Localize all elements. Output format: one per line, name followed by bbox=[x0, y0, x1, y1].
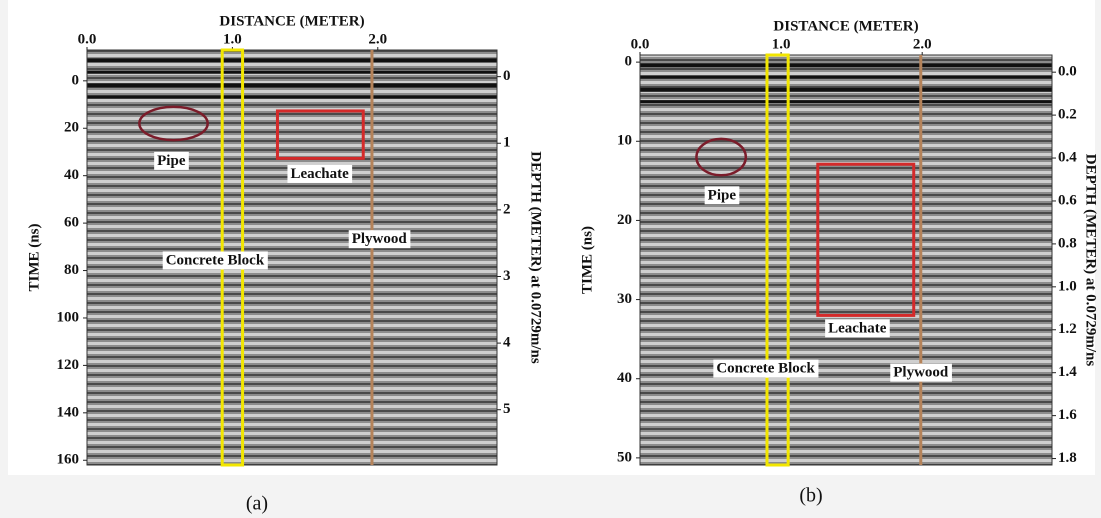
radargram-image bbox=[640, 55, 1052, 465]
annotation-label-bg bbox=[713, 359, 819, 378]
y2-tick-label: 0.8 bbox=[1058, 235, 1077, 251]
annotation-box bbox=[765, 53, 790, 467]
y-tick-label: 120 bbox=[57, 357, 80, 373]
x-tick-label: 1.0 bbox=[223, 31, 242, 47]
x-axis-title: DISTANCE (METER) bbox=[773, 18, 918, 34]
plot-frame bbox=[86, 49, 498, 466]
x-tick-label: 0.0 bbox=[631, 36, 650, 52]
y-axis-title: TIME (ns) bbox=[579, 226, 595, 294]
annotation-box bbox=[816, 162, 916, 317]
y2-tick-label: 0.0 bbox=[1058, 64, 1077, 80]
annotation-ellipse bbox=[695, 137, 748, 177]
y-tick-label: 0 bbox=[72, 72, 80, 88]
annotation-label-text: Plywood bbox=[893, 365, 949, 381]
x-axis-title: DISTANCE (METER) bbox=[219, 13, 364, 29]
y-tick-label: 10 bbox=[617, 133, 632, 149]
annotation-label: Concrete Block bbox=[162, 251, 268, 270]
y2-axis-title: DEPTH (METER) at 0.0729m/ns bbox=[1083, 154, 1099, 367]
plot-frame bbox=[639, 54, 1053, 466]
annotation-label: Plywood bbox=[348, 230, 411, 249]
panel-caption: (a) bbox=[246, 493, 268, 515]
y-tick-label: 0 bbox=[625, 54, 633, 70]
y-tick-label: 60 bbox=[64, 215, 79, 231]
x-tick-label: 0.0 bbox=[78, 31, 97, 47]
reflection-band bbox=[87, 58, 497, 63]
annotation-label: Pipe bbox=[154, 151, 189, 170]
y2-tick-label: 1.4 bbox=[1058, 364, 1077, 380]
y-tick-label: 20 bbox=[64, 120, 79, 136]
annotation-label-text: Plywood bbox=[352, 231, 408, 247]
reflection-band bbox=[640, 87, 1052, 92]
annotation-label: Pipe bbox=[704, 186, 740, 205]
annotation-label: Leachate bbox=[825, 319, 890, 338]
y2-tick-label: 0.2 bbox=[1058, 107, 1077, 123]
y-tick-label: 100 bbox=[57, 309, 80, 325]
y2-tick-label: 0 bbox=[503, 68, 511, 84]
y2-tick-label: 1.2 bbox=[1058, 321, 1077, 337]
panel-caption: (b) bbox=[799, 485, 822, 507]
x-tick-label: 1.0 bbox=[772, 36, 791, 52]
radargram-image bbox=[87, 50, 497, 465]
annotation-label-text: Pipe bbox=[708, 187, 737, 203]
annotation-ellipse bbox=[138, 105, 209, 142]
annotation-label-bg bbox=[890, 363, 952, 382]
annotation-label-bg bbox=[825, 319, 890, 338]
annotation-label-text: Leachate bbox=[828, 320, 887, 336]
y2-tick-label: 2 bbox=[503, 201, 511, 217]
annotation-label: Leachate bbox=[287, 164, 353, 183]
y-tick-label: 50 bbox=[617, 449, 632, 465]
reflection-band bbox=[87, 83, 497, 88]
annotation-label-text: Concrete Block bbox=[166, 252, 265, 268]
annotation-label: Plywood bbox=[890, 363, 952, 382]
x-tick-label: 2.0 bbox=[368, 31, 387, 47]
annotation-label-bg bbox=[154, 151, 189, 170]
reflection-band bbox=[87, 70, 497, 74]
annotation-label-text: Pipe bbox=[157, 153, 186, 169]
y2-tick-label: 1.0 bbox=[1058, 278, 1077, 294]
annotation-label-bg bbox=[287, 164, 353, 183]
y-tick-label: 40 bbox=[617, 370, 632, 386]
y-tick-label: 160 bbox=[57, 452, 80, 468]
y-tick-label: 140 bbox=[57, 404, 80, 420]
y-axis-title: TIME (ns) bbox=[26, 224, 42, 292]
annotation-label-text: Concrete Block bbox=[716, 361, 815, 377]
annotation-box bbox=[275, 109, 365, 160]
y2-tick-label: 0.4 bbox=[1058, 149, 1077, 165]
x-tick-label: 2.0 bbox=[913, 36, 932, 52]
y2-tick-label: 5 bbox=[503, 401, 511, 417]
y-tick-label: 20 bbox=[617, 212, 632, 228]
reflection-band bbox=[87, 95, 497, 99]
reflection-band bbox=[640, 100, 1052, 104]
y2-tick-label: 3 bbox=[503, 268, 511, 284]
reflection-band bbox=[640, 63, 1052, 68]
y-tick-label: 80 bbox=[64, 262, 79, 278]
y2-axis-title: DEPTH (METER) at 0.0729m/ns bbox=[528, 151, 544, 364]
annotation-label-bg bbox=[162, 251, 268, 270]
y-tick-label: 40 bbox=[64, 167, 79, 183]
annotation-label-bg bbox=[348, 230, 411, 249]
y2-tick-label: 1 bbox=[503, 135, 511, 151]
y-tick-label: 30 bbox=[617, 291, 632, 307]
y2-tick-label: 0.6 bbox=[1058, 192, 1077, 208]
annotation-label: Concrete Block bbox=[713, 359, 819, 378]
reflection-band bbox=[640, 75, 1052, 79]
annotation-label-bg bbox=[704, 186, 740, 205]
y2-tick-label: 1.6 bbox=[1058, 407, 1077, 423]
y2-tick-label: 4 bbox=[503, 335, 511, 351]
annotation-label-text: Leachate bbox=[290, 166, 349, 182]
y2-tick-label: 1.8 bbox=[1058, 450, 1077, 466]
